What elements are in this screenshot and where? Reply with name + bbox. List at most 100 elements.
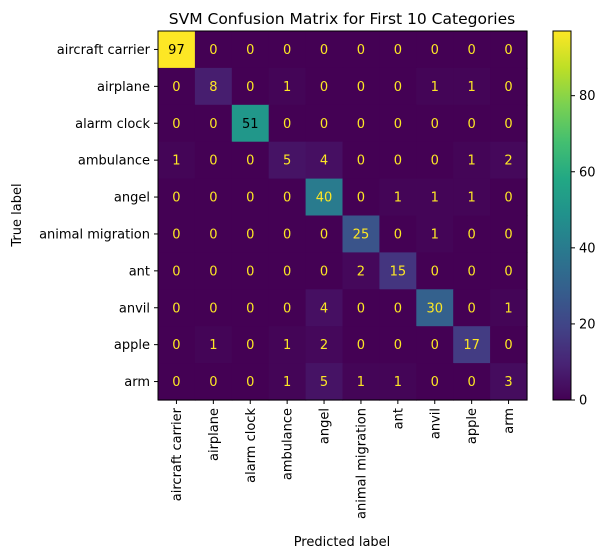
cell-value: 0 <box>283 264 291 279</box>
heatmap-cell <box>231 363 270 401</box>
cell-value: 0 <box>468 43 476 58</box>
cell-value: 0 <box>357 43 365 58</box>
heatmap-cell <box>453 31 491 69</box>
cell-value: 0 <box>357 191 365 206</box>
cell-value: 0 <box>283 301 291 316</box>
cell-value: 0 <box>468 301 476 316</box>
heatmap-cell <box>453 141 491 180</box>
heatmap-cell <box>453 289 491 327</box>
y-tick-label: arm <box>124 375 150 390</box>
heatmap-cell <box>305 178 344 217</box>
cell-value: 0 <box>172 80 180 95</box>
heatmap-cell <box>194 178 233 217</box>
cell-value: 4 <box>320 154 328 169</box>
cell-value: 0 <box>394 227 402 242</box>
cell-value: 1 <box>283 338 291 353</box>
cell-value: 8 <box>209 80 217 95</box>
y-tick-label: ambulance <box>78 154 150 169</box>
heatmap-cell <box>305 31 344 69</box>
heatmap-cell <box>158 178 196 217</box>
heatmap-cell <box>268 363 307 401</box>
heatmap-cell <box>268 31 307 69</box>
cell-value: 0 <box>172 264 180 279</box>
heatmap-cell <box>490 67 528 106</box>
x-axis-label: Predicted label <box>294 535 391 550</box>
heatmap-cell <box>342 141 380 180</box>
cell-value: 0 <box>246 227 254 242</box>
cell-value: 0 <box>431 43 439 58</box>
heatmap-cell <box>490 141 528 180</box>
heatmap-cell <box>453 215 491 253</box>
cell-value: 0 <box>283 117 291 132</box>
heatmap-cell <box>342 363 380 401</box>
heatmap-cell <box>231 215 270 253</box>
heatmap-cell <box>379 326 417 364</box>
cell-value: 0 <box>394 154 402 169</box>
y-axis-ticks: aircraft carrier airplane alarm clock ambul… <box>39 43 158 390</box>
heatmap-cell <box>342 289 380 327</box>
cell-value: 0 <box>468 375 476 390</box>
heatmap-cell <box>194 215 233 253</box>
cell-value: 1 <box>431 191 439 206</box>
cell-value: 15 <box>390 264 407 279</box>
cell-value: 0 <box>504 338 512 353</box>
cell-value: 1 <box>283 80 291 95</box>
heatmap-cell <box>158 289 196 327</box>
cell-value: 17 <box>463 338 480 353</box>
heatmap-cell <box>416 104 454 143</box>
heatmap-cell <box>158 252 196 290</box>
heatmap-cell <box>158 141 196 180</box>
heatmap-cell <box>490 215 528 253</box>
cell-value: 2 <box>320 338 328 353</box>
cell-value: 0 <box>394 117 402 132</box>
heatmap-cell <box>379 252 417 290</box>
cell-value: 0 <box>357 117 365 132</box>
heatmap-cell <box>158 104 196 143</box>
cell-value: 0 <box>320 117 328 132</box>
heatmap-cell <box>453 178 491 217</box>
y-tick-label: anvil <box>119 301 150 316</box>
cell-value: 0 <box>320 80 328 95</box>
heatmap-cell <box>342 67 380 106</box>
cell-value: 3 <box>504 375 512 390</box>
heatmap-cell <box>305 67 344 106</box>
colorbar-ticks: 0 20 40 60 80 <box>571 89 596 409</box>
cell-value: 0 <box>504 227 512 242</box>
x-tick-label: ant <box>391 408 406 429</box>
cell-value: 0 <box>283 43 291 58</box>
y-tick-label: aircraft carrier <box>57 43 151 58</box>
heatmap-cell <box>453 363 491 401</box>
heatmap-cell <box>305 215 344 253</box>
cell-value: 1 <box>468 154 476 169</box>
heatmap-cell <box>453 252 491 290</box>
cell-value: 0 <box>431 338 439 353</box>
cell-value: 51 <box>242 117 259 132</box>
heatmap-cell <box>268 326 307 364</box>
heatmap-cell <box>416 215 454 253</box>
heatmap-cell <box>416 363 454 401</box>
y-tick-label: airplane <box>97 80 150 95</box>
heatmap-cell <box>231 326 270 364</box>
cell-value: 0 <box>209 227 217 242</box>
cell-value: 0 <box>246 375 254 390</box>
cell-value: 0 <box>357 301 365 316</box>
cell-value: 0 <box>504 80 512 95</box>
cell-value: 0 <box>394 80 402 95</box>
heatmap-cell <box>268 215 307 253</box>
heatmap-cell <box>305 289 344 327</box>
cell-value: 1 <box>468 80 476 95</box>
heatmap-cell <box>379 178 417 217</box>
cell-value: 1 <box>431 80 439 95</box>
colorbar-tick-label: 80 <box>579 89 596 104</box>
cell-value: 0 <box>172 338 180 353</box>
colorbar-tick-label: 40 <box>579 241 596 256</box>
cell-value: 40 <box>316 191 333 206</box>
y-tick-label: angel <box>114 191 150 206</box>
heatmap-cell <box>342 252 380 290</box>
cell-value: 0 <box>320 264 328 279</box>
cell-value: 0 <box>504 117 512 132</box>
heatmap-cell <box>379 363 417 401</box>
heatmap-cell <box>342 104 380 143</box>
cell-value: 0 <box>209 191 217 206</box>
heatmap-cell <box>194 363 233 401</box>
